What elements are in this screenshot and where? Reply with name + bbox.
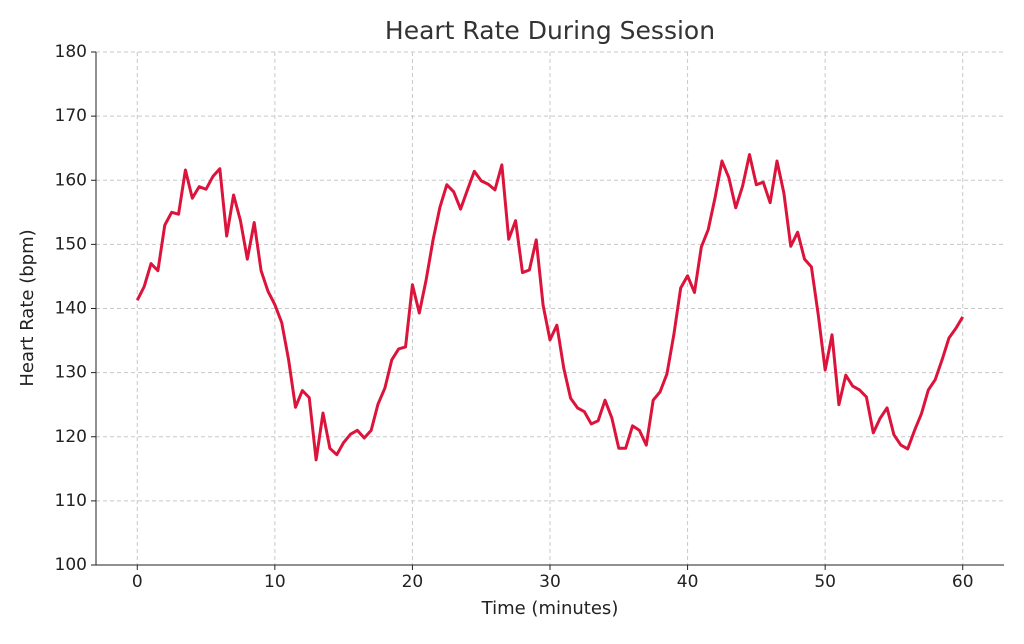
y-tick-label: 100: [55, 555, 87, 575]
x-tick-label: 30: [539, 572, 561, 592]
y-tick-label: 160: [55, 170, 87, 190]
x-axis-label: Time (minutes): [481, 598, 619, 619]
y-tick-label: 140: [55, 299, 87, 319]
y-axis-label: Heart Rate (bpm): [17, 229, 38, 386]
y-tick-label: 120: [55, 427, 87, 447]
y-tick-label: 150: [55, 234, 87, 254]
y-tick-label: 130: [55, 363, 87, 383]
x-tick-label: 0: [132, 572, 143, 592]
x-tick-label: 50: [814, 572, 836, 592]
y-tick-label: 110: [55, 491, 87, 511]
y-tick-label: 170: [55, 106, 87, 126]
x-tick-label: 60: [952, 572, 974, 592]
x-tick-label: 20: [402, 572, 424, 592]
y-tick-label: 180: [55, 42, 87, 62]
x-tick-label: 10: [264, 572, 286, 592]
x-tick-label: 40: [677, 572, 699, 592]
line-series: [135, 153, 965, 462]
chart-title: Heart Rate During Session: [385, 16, 715, 45]
